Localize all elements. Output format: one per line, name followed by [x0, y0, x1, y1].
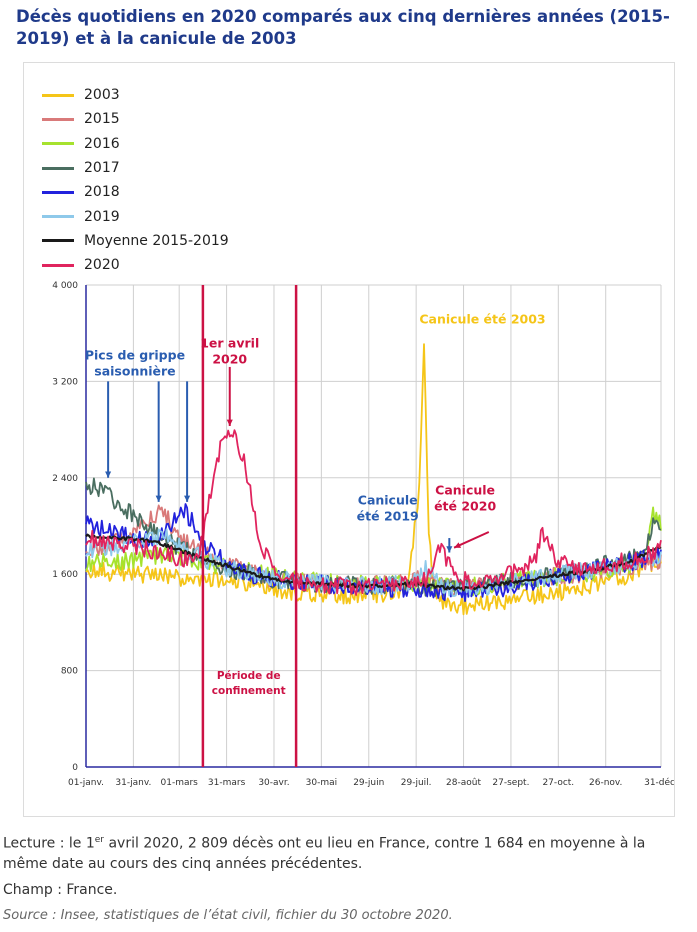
legend-swatch	[42, 239, 74, 243]
legend-label: 2017	[84, 160, 120, 177]
legend-label: 2018	[84, 184, 120, 201]
legend-label: 2003	[84, 87, 120, 104]
x-tick-label: 30-mai	[306, 778, 337, 788]
x-tick-label: 28-août	[446, 778, 481, 788]
y-tick-label: 2 400	[52, 474, 78, 484]
x-tick-label: 31-déc.	[644, 777, 674, 788]
annotation-c2019: Canicule été 2019	[357, 492, 419, 523]
arrow-head	[155, 495, 162, 502]
legend-swatch	[42, 93, 74, 97]
legend-item: 2020	[42, 253, 229, 277]
annotation-confinement: Période de confinement	[212, 670, 286, 697]
annotation-arrow	[453, 531, 490, 549]
series-line-2017	[85, 477, 662, 597]
chart-panel: 2003 2015 2016 2017 2018 2019 Moyenne 2015-201…	[23, 62, 675, 817]
legend-label: 2019	[84, 208, 120, 225]
legend-label: 2015	[84, 111, 120, 128]
arrow-head	[105, 471, 112, 478]
lecture-note: Lecture : le 1er avril 2020, 2 809 décès…	[3, 835, 646, 872]
source-note: Source : Insee, statistiques de l’état c…	[3, 907, 453, 923]
y-tick-label: 0	[72, 763, 78, 773]
legend-label: 2020	[84, 257, 120, 274]
y-tick-label: 4 000	[52, 281, 78, 291]
x-tick-label: 31-mars	[208, 778, 246, 788]
annotation-c2020: Canicule été 2020	[434, 483, 496, 514]
legend-item: 2003	[42, 83, 229, 107]
arrow-head	[226, 419, 233, 426]
legend-item: 2015	[42, 107, 229, 131]
series-line-2020	[85, 429, 662, 596]
x-tick-label: 29-juin	[353, 778, 384, 788]
arrow-head	[454, 542, 462, 548]
legend-swatch	[42, 166, 74, 170]
footer-notes: Lecture : le 1er avril 2020, 2 809 décès…	[3, 830, 693, 932]
x-tick-label: 01-mars	[161, 778, 199, 788]
series-line-2019	[85, 528, 662, 597]
x-tick-label: 29-juil.	[401, 778, 432, 788]
y-tick-label: 3 200	[52, 377, 78, 387]
annotation-grippe: Pics de grippe saisonnière	[85, 348, 185, 379]
legend-swatch	[42, 263, 74, 267]
x-tick-label: 01-janv.	[68, 778, 104, 788]
legend-swatch	[42, 215, 74, 219]
legend-item: 2017	[42, 156, 229, 180]
legend-item: 2019	[42, 204, 229, 228]
legend-label: 2016	[84, 135, 120, 152]
x-tick-label: 27-oct.	[542, 778, 574, 788]
y-tick-label: 1 600	[52, 570, 78, 580]
series-line-2018	[85, 503, 662, 602]
x-tick-label: 26-nov.	[589, 778, 622, 788]
arrow-head	[446, 546, 453, 553]
annotation-avril: 1er avril 2020	[200, 336, 259, 367]
x-tick-label: 27-sept.	[492, 778, 529, 788]
y-tick-label: 800	[61, 667, 78, 677]
line-chart: 0 800 1 600 2 400 3 200 4 000 01-janv. 31-janv.…	[52, 281, 674, 788]
x-tick-label: 30-avr.	[258, 778, 289, 788]
x-tick-label: 31-janv.	[115, 778, 151, 788]
chart-legend: 2003 2015 2016 2017 2018 2019 Moyenne 2015-201…	[42, 83, 229, 277]
chart-title: Décès quotidiens en 2020 comparés aux ci…	[16, 7, 670, 48]
champ-note: Champ : France.	[3, 881, 118, 898]
legend-item: Moyenne 2015-2019	[42, 229, 229, 253]
arrow-head	[184, 495, 191, 502]
legend-item: 2016	[42, 132, 229, 156]
legend-label: Moyenne 2015-2019	[84, 232, 229, 249]
legend-item: 2018	[42, 180, 229, 204]
series-line-2003	[85, 343, 662, 616]
legend-swatch	[42, 142, 74, 146]
legend-swatch	[42, 190, 74, 194]
legend-swatch	[42, 117, 74, 121]
annotation-c2003: Canicule été 2003	[419, 312, 545, 327]
